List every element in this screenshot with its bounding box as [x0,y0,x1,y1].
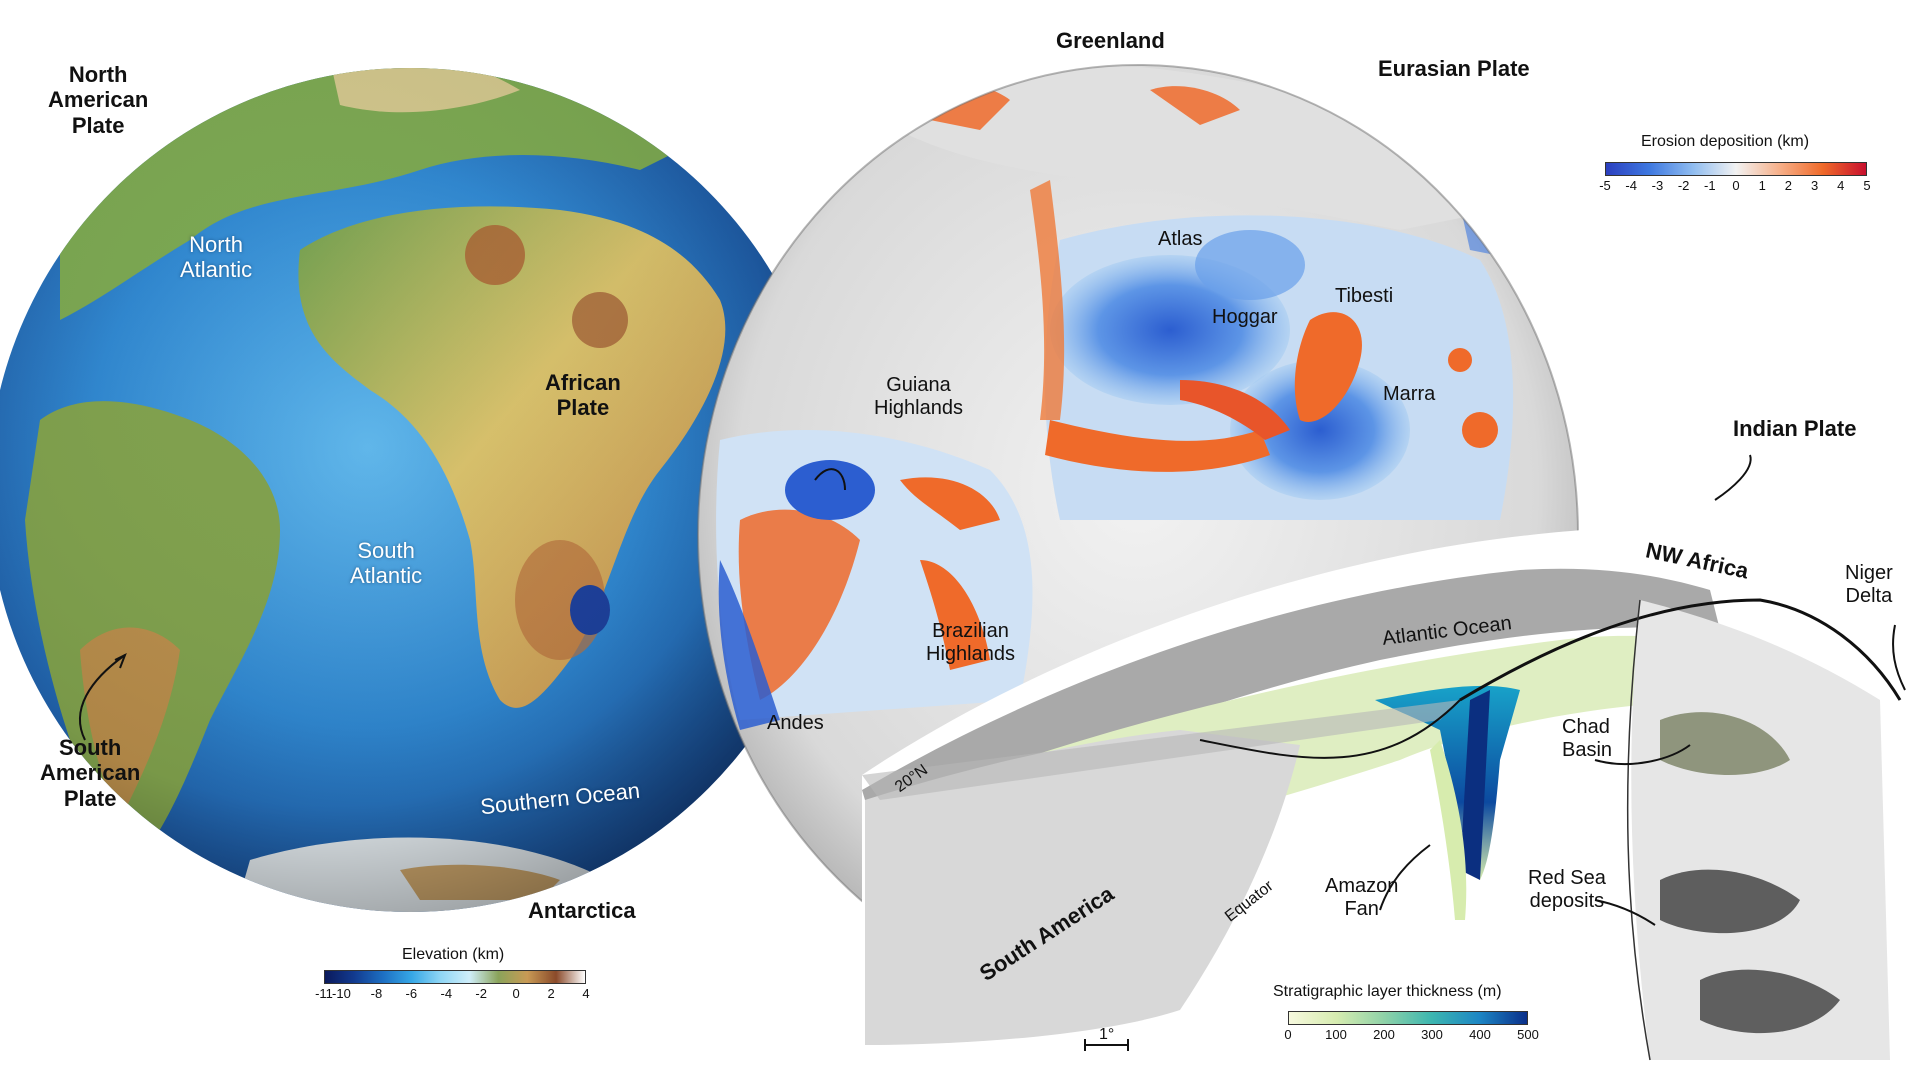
stratigraphic-tick: 100 [1325,1027,1347,1042]
label-chad-basin: Chad Basin [1562,716,1613,761]
erosion-tick: 2 [1784,178,1793,193]
stratigraphic-legend: Stratigraphic layer thickness (m) 0 100 20… [1273,983,1539,1043]
elevation-tick: 2 [547,986,555,1001]
elevation-tick: -10 [332,986,351,1001]
label-tibesti: Tibesti [1335,285,1394,307]
elevation-tick: -2 [475,986,487,1001]
label-indian-plate: Indian Plate [1733,416,1857,441]
stratigraphic-tick: 400 [1469,1027,1491,1042]
label-south-american-plate: South American Plate [40,735,141,811]
erosion-tick: 5 [1863,178,1871,193]
label-niger-delta: Niger Delta [1845,562,1893,607]
stratigraphic-tick: 500 [1517,1027,1539,1042]
label-african-plate: African Plate [545,370,621,421]
annotation-arrows [79,454,1906,926]
label-guiana-highlands: Guiana Highlands [874,374,963,419]
elevation-tick: 4 [582,986,590,1001]
scale-bar [1084,1039,1129,1051]
label-eurasian-plate: Eurasian Plate [1378,56,1530,81]
erosion-tick: 1 [1758,178,1766,193]
label-south-atlantic: South Atlantic [350,538,423,589]
label-north-american-plate: North American Plate [48,62,149,138]
label-atlas: Atlas [1158,228,1203,250]
label-antarctica: Antarctica [528,898,636,923]
erosion-tick: -5 [1599,178,1611,193]
erosion-legend-title: Erosion deposition (km) [1641,133,1810,150]
label-hoggar: Hoggar [1212,306,1278,328]
erosion-tick: 3 [1810,178,1819,193]
label-marra: Marra [1383,383,1436,405]
elevation-tick: -6 [405,986,418,1001]
elevation-tick: -4 [440,986,453,1001]
elevation-colorbar [324,970,586,984]
label-north-atlantic: North Atlantic [180,232,253,283]
stratigraphic-legend-title: Stratigraphic layer thickness (m) [1273,983,1502,1000]
stratigraphic-colorbar [1288,1011,1528,1025]
stratigraphic-tick: 300 [1421,1027,1443,1042]
elevation-tick: -8 [370,986,383,1001]
stratigraphic-section [862,526,1920,1080]
erosion-tick: -3 [1651,178,1664,193]
elevation-tick: -11 [315,986,333,1001]
label-brazilian-highlands: Brazilian Highlands [926,620,1015,665]
stratigraphic-tick: 200 [1373,1027,1395,1042]
erosion-tick: -4 [1625,178,1637,193]
elevation-legend-title: Elevation (km) [402,946,505,963]
label-andes: Andes [767,712,824,734]
stratigraphic-tick: 0 [1284,1027,1292,1042]
erosion-tick: -2 [1677,178,1690,193]
erosion-tick: 4 [1837,178,1845,193]
elevation-tick: 0 [512,986,520,1001]
label-greenland: Greenland [1056,28,1165,53]
scale-bar-label: 1° [1099,1026,1115,1043]
label-amazon-fan: Amazon Fan [1325,875,1399,920]
erosion-tick: 0 [1732,178,1740,193]
label-red-sea-deposits: Red Sea deposits [1528,867,1606,912]
erosion-tick: -1 [1704,178,1716,193]
erosion-colorbar [1605,162,1867,176]
elevation-legend: Elevation (km) -11 -10 -8 -6 -4 -2 0 2 4 [315,946,590,1006]
erosion-legend: Erosion deposition (km) -5 -4 -3 -2 -1 0 1 2 3 4 5 [1599,133,1871,193]
